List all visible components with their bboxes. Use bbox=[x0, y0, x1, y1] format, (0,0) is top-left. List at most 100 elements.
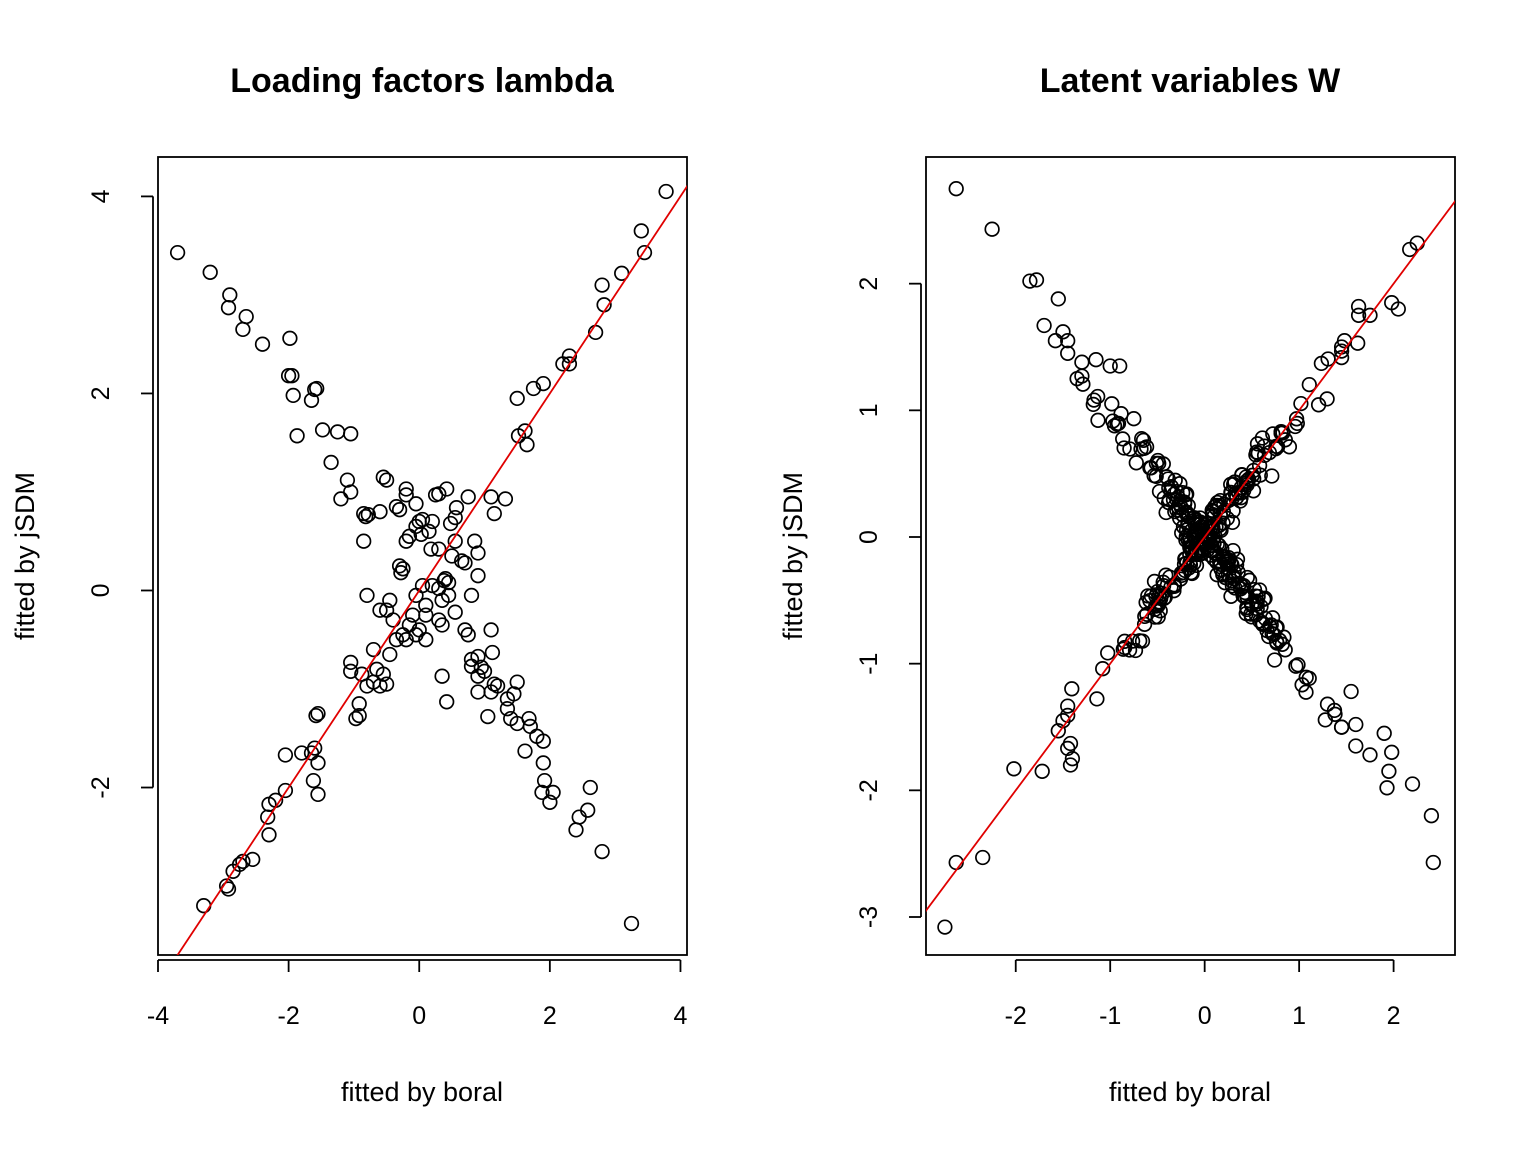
y-tick-label: 2 bbox=[855, 277, 883, 291]
data-point bbox=[303, 392, 320, 408]
data-point bbox=[411, 622, 427, 638]
data-point bbox=[486, 505, 502, 522]
data-point bbox=[1254, 430, 1271, 446]
x-tick-label: 4 bbox=[674, 1002, 688, 1030]
y-tick-label: -2 bbox=[87, 776, 115, 798]
data-point bbox=[1293, 395, 1309, 412]
data-point bbox=[343, 654, 359, 671]
data-point bbox=[1075, 376, 1091, 392]
data-point bbox=[457, 555, 473, 571]
data-point bbox=[1116, 440, 1132, 456]
data-point bbox=[418, 607, 434, 623]
plot-frame bbox=[157, 156, 688, 956]
data-point bbox=[1224, 578, 1241, 594]
data-point bbox=[238, 308, 254, 325]
data-point bbox=[521, 710, 537, 727]
data-point bbox=[260, 809, 276, 825]
data-point bbox=[1224, 514, 1241, 531]
data-point bbox=[1115, 431, 1131, 447]
data-point bbox=[372, 504, 388, 520]
data-point bbox=[1050, 723, 1066, 739]
data-point bbox=[1117, 639, 1133, 656]
data-point bbox=[434, 668, 450, 684]
data-point bbox=[1188, 528, 1204, 544]
data-point bbox=[1310, 397, 1327, 413]
data-point bbox=[343, 484, 359, 500]
data-point bbox=[473, 659, 489, 675]
data-point bbox=[1250, 445, 1266, 461]
data-point bbox=[1257, 590, 1273, 606]
data-point bbox=[323, 454, 339, 471]
data-point bbox=[1212, 492, 1228, 509]
data-point bbox=[280, 368, 297, 384]
data-point bbox=[1266, 626, 1282, 643]
data-point bbox=[284, 368, 300, 384]
data-point bbox=[1215, 567, 1231, 583]
data-point bbox=[483, 622, 499, 638]
data-point bbox=[1266, 652, 1283, 668]
data-point bbox=[1102, 358, 1118, 374]
data-point bbox=[1074, 354, 1090, 370]
data-point bbox=[1350, 307, 1367, 323]
data-point bbox=[254, 336, 271, 352]
chart-title: Loading factors lambda bbox=[230, 62, 615, 100]
data-point bbox=[1298, 684, 1314, 700]
data-point bbox=[1150, 609, 1166, 625]
data-point bbox=[1362, 747, 1378, 763]
data-point bbox=[447, 509, 463, 526]
y-tick-label: -1 bbox=[855, 653, 883, 675]
data-point bbox=[448, 500, 465, 516]
data-point bbox=[329, 424, 346, 440]
data-point bbox=[437, 571, 454, 587]
data-point bbox=[1402, 241, 1418, 258]
x-tick-label: -2 bbox=[1005, 1002, 1027, 1030]
data-point bbox=[1239, 601, 1255, 618]
data-point bbox=[937, 919, 953, 935]
x-tick-label: -2 bbox=[278, 1002, 300, 1030]
data-point bbox=[421, 523, 437, 540]
data-point bbox=[1223, 476, 1239, 493]
data-point bbox=[582, 779, 598, 796]
data-point bbox=[1136, 440, 1152, 456]
x-tick-label: -4 bbox=[147, 1002, 169, 1030]
data-point bbox=[1381, 763, 1397, 779]
data-point bbox=[1273, 425, 1289, 441]
data-point bbox=[460, 627, 476, 643]
data-point bbox=[483, 489, 499, 505]
data-point bbox=[378, 472, 395, 488]
y-axis-label: fitted by jSDM bbox=[10, 472, 40, 640]
data-point bbox=[1264, 468, 1280, 484]
data-point bbox=[308, 707, 324, 724]
data-point bbox=[289, 428, 305, 444]
data-point bbox=[1251, 457, 1268, 474]
chart-title: Latent variables W bbox=[1040, 62, 1341, 100]
data-point bbox=[359, 587, 375, 604]
data-point bbox=[169, 244, 186, 261]
data-point bbox=[1215, 503, 1232, 520]
data-point bbox=[470, 648, 486, 665]
data-point bbox=[476, 663, 493, 679]
data-point bbox=[460, 489, 476, 505]
data-point bbox=[517, 743, 533, 759]
data-point bbox=[1028, 272, 1045, 288]
x-axis-label: fitted by boral bbox=[1109, 1077, 1271, 1107]
data-point bbox=[222, 287, 238, 303]
y-tick-label: 0 bbox=[855, 530, 883, 544]
data-point bbox=[470, 568, 486, 584]
data-point bbox=[1155, 456, 1171, 472]
data-point bbox=[1227, 486, 1243, 502]
data-point bbox=[519, 437, 535, 453]
y-tick-label: 2 bbox=[87, 386, 115, 400]
data-point bbox=[424, 513, 440, 530]
data-point bbox=[1390, 301, 1406, 317]
data-point bbox=[470, 684, 486, 700]
data-point bbox=[1089, 691, 1105, 707]
data-point bbox=[1022, 273, 1038, 289]
data-point bbox=[1248, 593, 1265, 609]
data-point bbox=[1224, 556, 1240, 573]
data-point bbox=[398, 487, 414, 503]
data-point bbox=[1062, 757, 1079, 773]
data-point bbox=[534, 784, 550, 801]
data-point bbox=[1064, 751, 1081, 767]
data-point bbox=[294, 745, 310, 761]
